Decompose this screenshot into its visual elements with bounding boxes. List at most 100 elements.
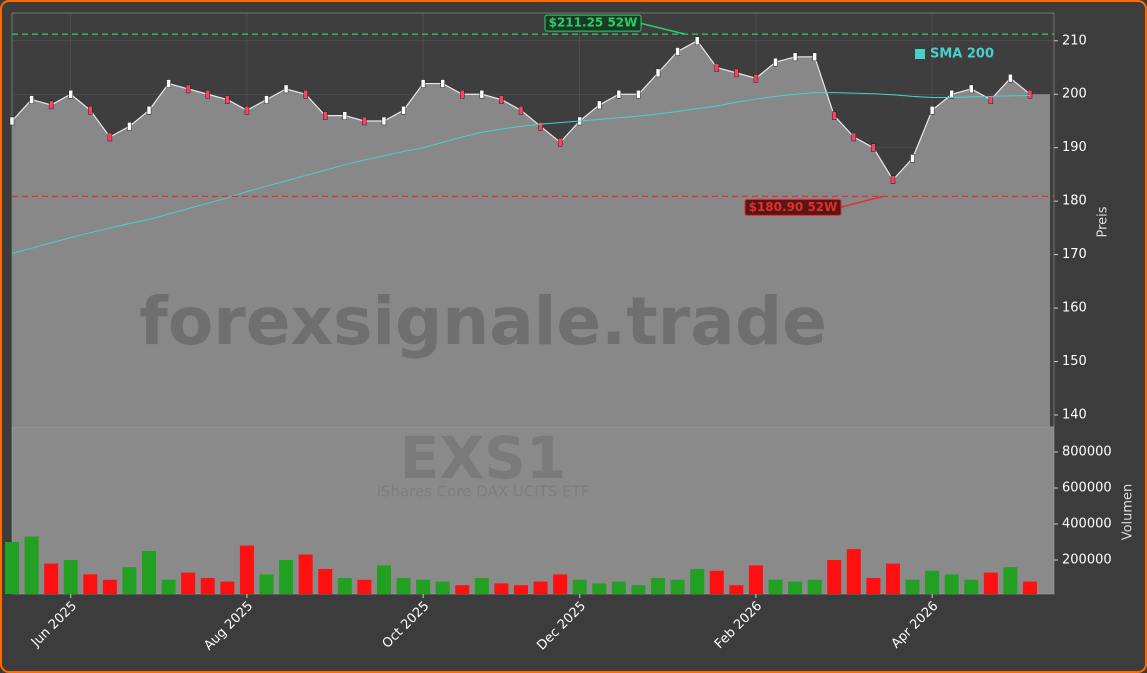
candle xyxy=(48,100,54,110)
candle xyxy=(205,89,211,99)
volume-bar xyxy=(83,574,98,594)
volume-bar xyxy=(553,574,568,594)
volume-bar xyxy=(925,570,940,594)
candle xyxy=(675,47,680,56)
candle xyxy=(694,36,700,46)
volume-bar xyxy=(631,585,646,594)
high-arrow xyxy=(639,22,686,35)
candle xyxy=(460,89,465,99)
candle xyxy=(440,79,445,88)
candle xyxy=(1008,73,1013,83)
high-label-box xyxy=(544,14,642,32)
candle xyxy=(910,154,915,163)
candle xyxy=(479,89,485,99)
volume-bar xyxy=(474,577,489,594)
volume-bar xyxy=(200,577,215,594)
candle xyxy=(831,111,837,120)
volume-bar xyxy=(768,579,783,594)
volume-bar xyxy=(122,567,137,594)
y2-tick-label: 600000 xyxy=(1062,481,1112,496)
low-label-box xyxy=(744,198,842,216)
volume-bar xyxy=(983,572,998,594)
volume-bar xyxy=(885,563,900,594)
volume-bar xyxy=(44,563,59,594)
y-tick-label: 150 xyxy=(1062,354,1087,369)
candle xyxy=(753,73,759,83)
volume-bar xyxy=(944,574,959,594)
candle xyxy=(146,106,152,115)
volume-bar xyxy=(337,577,352,594)
volume-bar xyxy=(788,581,803,594)
volume-bar xyxy=(5,541,19,594)
candle xyxy=(68,89,73,99)
volume-bar xyxy=(279,559,294,594)
volume-bar xyxy=(220,581,235,594)
volume-bar xyxy=(690,568,705,594)
volume-bar xyxy=(846,549,861,594)
volume-bar xyxy=(142,550,157,594)
high-label: $211.25 52W xyxy=(549,16,638,30)
candle xyxy=(929,106,935,115)
subtitle-watermark: iShares Core DAX UCITS ETF xyxy=(377,483,590,501)
candle xyxy=(518,106,524,115)
volume-bar xyxy=(533,581,548,594)
volume-bar xyxy=(24,536,39,594)
y-tick-label: 170 xyxy=(1062,247,1087,262)
volume-bar xyxy=(964,579,979,594)
volume-bar xyxy=(239,545,254,594)
y-tick-label: 200 xyxy=(1062,87,1087,102)
volume-bar xyxy=(592,583,607,594)
volume-bar xyxy=(161,579,176,594)
candle xyxy=(342,111,348,120)
candle xyxy=(401,106,406,115)
volume-bar xyxy=(729,585,744,594)
candle xyxy=(969,84,974,94)
volume-bar xyxy=(514,585,528,594)
candle xyxy=(185,84,191,94)
price-area xyxy=(12,40,1050,428)
marks xyxy=(5,36,1050,594)
volume-bar xyxy=(670,579,685,594)
volume-bar xyxy=(455,585,470,594)
candle xyxy=(283,84,289,94)
volume-bar xyxy=(651,577,666,594)
candle xyxy=(734,68,739,78)
candle xyxy=(636,89,641,99)
volume-bar xyxy=(181,572,196,594)
candle xyxy=(890,175,896,185)
volume-bar xyxy=(748,565,763,594)
y2-tick-label: 200000 xyxy=(1062,552,1112,567)
y-tick-label: 180 xyxy=(1062,194,1087,209)
volume-bar xyxy=(572,579,587,594)
candle xyxy=(949,89,954,99)
volume-bar xyxy=(611,581,626,594)
candle xyxy=(322,111,328,120)
candle xyxy=(538,122,543,131)
candle xyxy=(557,138,563,147)
volume-bar xyxy=(318,568,333,594)
y2-tick-label: 400000 xyxy=(1062,516,1112,531)
volume-bar xyxy=(866,577,881,594)
candle xyxy=(988,95,994,104)
y-axis-label: Preis xyxy=(1096,206,1111,237)
candle xyxy=(362,116,367,126)
y2-tick-label: 800000 xyxy=(1062,445,1112,460)
candle xyxy=(655,68,661,78)
candle xyxy=(792,52,798,62)
legend-swatch xyxy=(915,49,925,59)
volume-bar xyxy=(905,579,920,594)
low-label: $180.90 52W xyxy=(749,200,838,214)
y2-axis-label: Volumen xyxy=(1121,484,1136,541)
candle xyxy=(812,52,817,62)
candle xyxy=(499,95,504,104)
candle xyxy=(225,95,230,104)
volume-bar xyxy=(63,559,78,594)
candle xyxy=(773,57,778,67)
candle xyxy=(264,95,269,104)
volume-bar xyxy=(102,579,117,594)
sma-line xyxy=(11,92,1031,255)
watermark: forexsignale.trade xyxy=(139,283,827,360)
y-tick-label: 140 xyxy=(1062,407,1087,422)
candle xyxy=(871,143,876,152)
